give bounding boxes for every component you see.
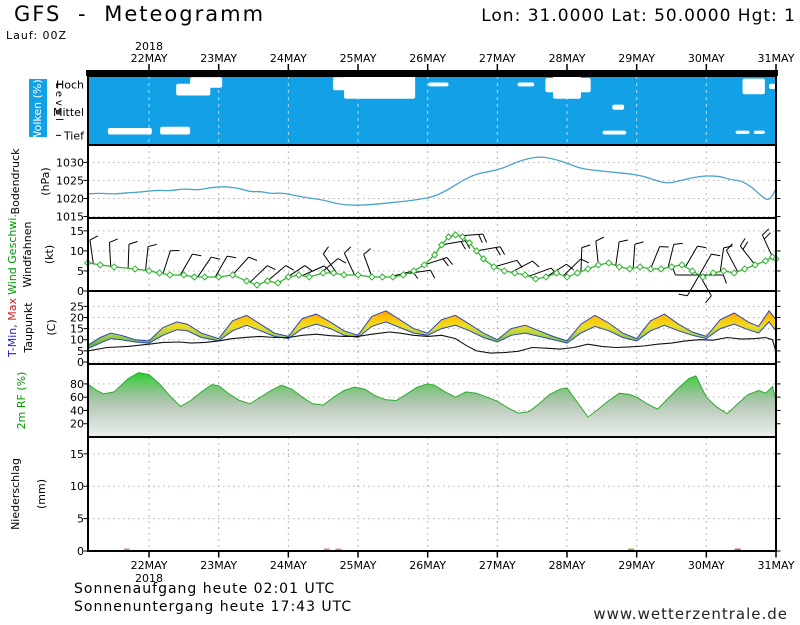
panel-pressure: 1030 1025 1020 1015 Bodendruck (hPa) [9,144,781,224]
top-date-label: 24MAY [270,52,307,65]
site-watermark: www.wetterzentrale.de [593,605,788,623]
top-year-label: 2018 [135,40,163,53]
svg-text:10: 10 [70,245,84,258]
top-date-label: 29MAY [618,52,655,65]
svg-text:15: 15 [70,323,84,336]
bottom-date-label: 27MAY [479,559,516,572]
bottom-date-label: 30MAY [688,559,725,572]
svg-text:1020: 1020 [56,192,84,205]
sunset-text: Sonnenuntergang heute 17:43 UTC [74,599,353,615]
page-title: GFS - Meteogramm [14,2,266,26]
time-axes: 22MAY 22MAY 23MAY 23MAY 24MAY 24MAY 25MAY 25MAY… [131,40,795,585]
top-date-label: 28MAY [549,52,586,65]
panel-wind: 15 10 5 0 Wind Geschwi. Windfahnen (kt) [6,214,781,303]
svg-text:0: 0 [77,285,84,298]
temp-unit-label: (C) [45,319,58,335]
wind-axis-label: Windfahnen [21,222,34,288]
svg-text:40: 40 [70,404,84,417]
svg-text:5: 5 [77,265,84,278]
svg-text:15: 15 [70,448,84,461]
svg-text:1025: 1025 [56,174,84,187]
svg-text:20: 20 [70,311,84,324]
svg-text:80: 80 [70,378,84,391]
svg-text:5: 5 [77,513,84,526]
bottom-date-label: 29MAY [618,559,655,572]
panel-precip: 15 10 5 0 Niederschlag (mm) [9,436,781,558]
top-date-label: 31MAY [758,52,795,65]
pressure-unit-label: (hPa) [39,167,52,195]
temp-axis-label: T-Min, Max [6,298,19,358]
svg-text:5: 5 [77,345,84,358]
clouds-level-label: Level [53,83,64,124]
bottom-date-label: 22MAY [131,559,168,572]
pressure-axis-label: Bodendruck [9,148,22,215]
temp-axis-label: Taupunkt [22,302,35,354]
svg-text:15: 15 [70,225,84,238]
bottom-date-label: 23MAY [200,559,237,572]
svg-text:1030: 1030 [56,156,84,169]
precip-unit-label: (mm) [35,479,48,509]
bottom-date-label: 26MAY [409,559,446,572]
sunrise-text: Sonnenaufgang heute 02:01 UTC [74,581,336,597]
svg-text:0: 0 [77,545,84,558]
svg-text:20: 20 [70,418,84,431]
wind-axis-label: Wind Geschwi. [6,214,19,295]
bottom-date-label: 31MAY [758,559,795,572]
svg-text:10: 10 [70,480,84,493]
bottom-date-label: 25MAY [340,559,377,572]
top-date-label: 30MAY [688,52,725,65]
svg-text:60: 60 [70,391,84,404]
header-coordinates: Lon: 31.0000 Lat: 50.0000 Hgt: 1 [481,6,796,26]
top-date-label: 25MAY [340,52,377,65]
clouds-level-hoch: Hoch [56,78,84,91]
top-date-label: 23MAY [200,52,237,65]
svg-text:1015: 1015 [56,211,84,224]
precip-axis-label: Niederschlag [9,458,22,530]
svg-text:10: 10 [70,334,84,347]
wind-unit-label: (kt) [43,245,56,264]
svg-text:0: 0 [77,356,84,369]
bottom-date-label: 24MAY [270,559,307,572]
bottom-year-label: 2018 [135,572,163,585]
clouds-axis-label: Wolken (%) [31,79,44,141]
clouds-level-tief: Tief [63,129,85,142]
top-date-label: 26MAY [409,52,446,65]
bottom-date-label: 28MAY [549,559,586,572]
clouds-level-mittel: Mittel [53,106,84,119]
rh-axis-label: 2m RF (%) [15,372,28,430]
top-date-label: 27MAY [479,52,516,65]
svg-text:25: 25 [70,300,84,313]
model-run-label: Lauf: 00Z [6,29,68,42]
top-date-label: 22MAY [131,52,168,65]
